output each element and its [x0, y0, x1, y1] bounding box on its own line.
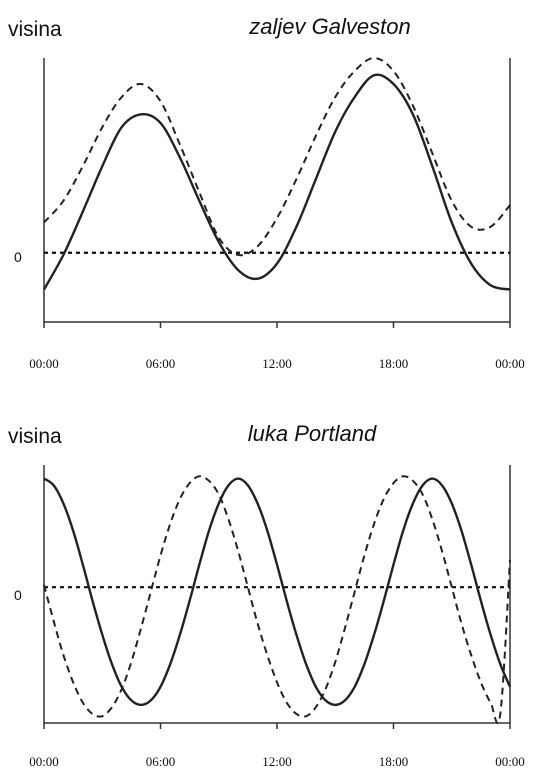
y-axis-label: visina	[8, 18, 62, 41]
x-tick-label: 12:00	[262, 754, 292, 769]
x-tick-label: 06:00	[146, 356, 176, 371]
series-line-dashed	[43, 475, 511, 724]
x-tick-label: 18:00	[379, 754, 409, 769]
series-line-dashed	[43, 56, 511, 257]
chart-title: luka Portland	[248, 421, 377, 446]
x-tick-label: 00:00	[495, 754, 525, 769]
x-tick-label: 06:00	[146, 754, 176, 769]
x-tick-label: 00:00	[29, 754, 59, 769]
chart-galveston: visina zaljev Galveston 0 00:00 06:00 12:0…	[8, 14, 525, 371]
chart-title: zaljev Galveston	[248, 14, 410, 39]
zero-label: 0	[14, 587, 22, 603]
series-line-solid	[42, 73, 511, 291]
y-axis-label: visina	[8, 425, 62, 448]
series-line-solid	[43, 477, 512, 707]
x-tick-label: 00:00	[495, 356, 525, 371]
zero-label: 0	[14, 249, 22, 265]
x-tick-label: 18:00	[379, 356, 409, 371]
chart-portland: visina luka Portland 0 00:00 06:00 12:00 18…	[8, 421, 525, 769]
x-tick-label: 00:00	[29, 356, 59, 371]
x-tick-label: 12:00	[262, 356, 292, 371]
